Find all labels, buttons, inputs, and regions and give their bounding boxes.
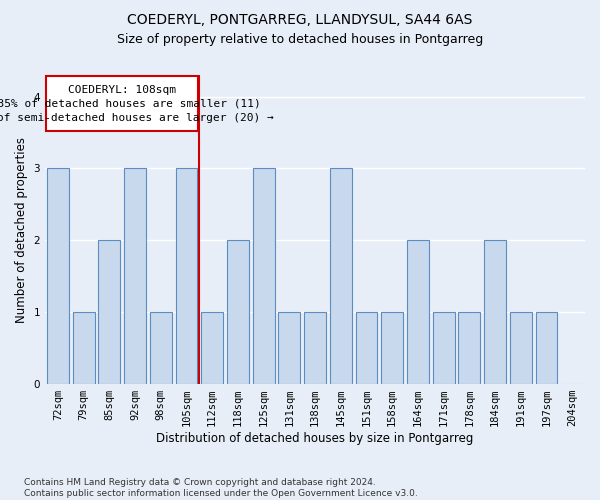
Bar [150, 312, 172, 384]
Bar [330, 168, 352, 384]
Bar [201, 312, 223, 384]
X-axis label: Distribution of detached houses by size in Pontgarreg: Distribution of detached houses by size … [157, 432, 474, 445]
Text: COEDERYL: 108sqm
← 35% of detached houses are smaller (11)
65% of semi-detached : COEDERYL: 108sqm ← 35% of detached house… [0, 85, 274, 123]
Bar [227, 240, 249, 384]
Bar [433, 312, 455, 384]
Bar [536, 312, 557, 384]
Bar [510, 312, 532, 384]
Text: COEDERYL, PONTGARREG, LLANDYSUL, SA44 6AS: COEDERYL, PONTGARREG, LLANDYSUL, SA44 6A… [127, 12, 473, 26]
Y-axis label: Number of detached properties: Number of detached properties [15, 136, 28, 322]
Bar [484, 240, 506, 384]
Text: Size of property relative to detached houses in Pontgarreg: Size of property relative to detached ho… [117, 32, 483, 46]
Bar [356, 312, 377, 384]
Bar [124, 168, 146, 384]
Bar [47, 168, 69, 384]
Bar [253, 168, 275, 384]
Bar [304, 312, 326, 384]
FancyBboxPatch shape [46, 76, 198, 131]
Bar [381, 312, 403, 384]
Bar [176, 168, 197, 384]
Bar [278, 312, 300, 384]
Bar [407, 240, 429, 384]
Bar [98, 240, 120, 384]
Bar [458, 312, 480, 384]
Text: Contains HM Land Registry data © Crown copyright and database right 2024.
Contai: Contains HM Land Registry data © Crown c… [24, 478, 418, 498]
Bar [73, 312, 95, 384]
